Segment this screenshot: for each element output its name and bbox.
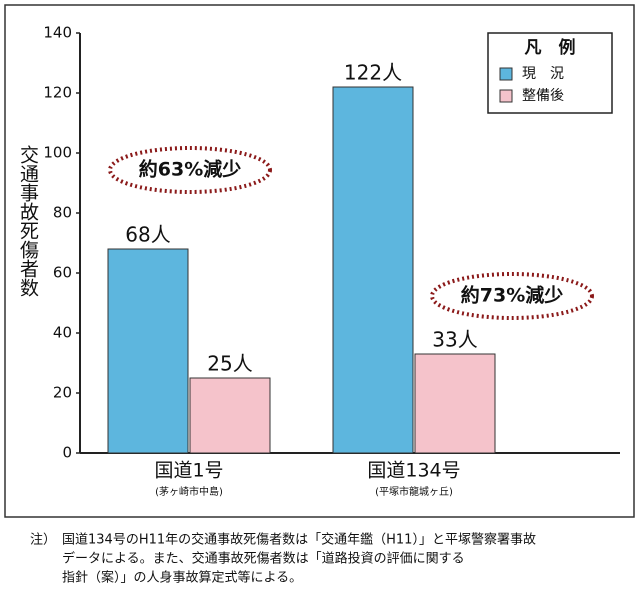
chart-frame [4,4,635,518]
x-tick-sublabel: (平塚市龍城ヶ丘) [375,485,453,498]
annotation-ellipse [108,146,272,194]
x-tick-label: 国道1号 [154,460,223,482]
y-tick-label: 120 [43,84,72,102]
y-tick-label: 0 [62,444,72,462]
bar [189,377,271,454]
legend-label: 整備後 [522,88,564,104]
annotation: 約73%減少 [461,284,563,307]
value-label: 68人 [125,223,170,247]
legend-swatch [499,67,513,81]
y-tick-label: 80 [53,204,72,222]
legend-label: 現 況 [522,66,564,82]
note-label: 注） [30,533,56,548]
x-tick-label: 国道134号 [367,460,460,482]
annotation: 約63%減少 [139,158,241,181]
legend-swatch [499,89,513,103]
bar [107,248,189,454]
value-label: 25人 [207,352,252,376]
y-tick-label: 140 [43,24,72,42]
legend-title: 凡 例 [525,37,576,58]
value-label: 33人 [432,328,477,352]
annotation-ellipse [430,272,594,320]
bar [414,353,496,454]
note-line: 国道134号のH11年の交通事故死傷者数は「交通年鑑（H11）」と平塚警察署事故 [62,532,536,548]
y-tick-label: 100 [43,144,72,162]
y-tick-label: 20 [53,384,72,402]
x-tick-sublabel: (茅ヶ崎市中島) [155,485,223,498]
y-tick-label: 60 [53,264,72,282]
bar [332,86,414,454]
note-line: 指針（案）」の人身事故算定式等による。 [62,570,302,586]
value-label: 122人 [344,61,402,85]
y-axis-label: 交通事故死傷者数 [17,145,39,297]
note-line: データによる。また、交通事故死傷者数は「道路投資の評価に関する [62,551,465,567]
y-tick-label: 40 [53,324,72,342]
